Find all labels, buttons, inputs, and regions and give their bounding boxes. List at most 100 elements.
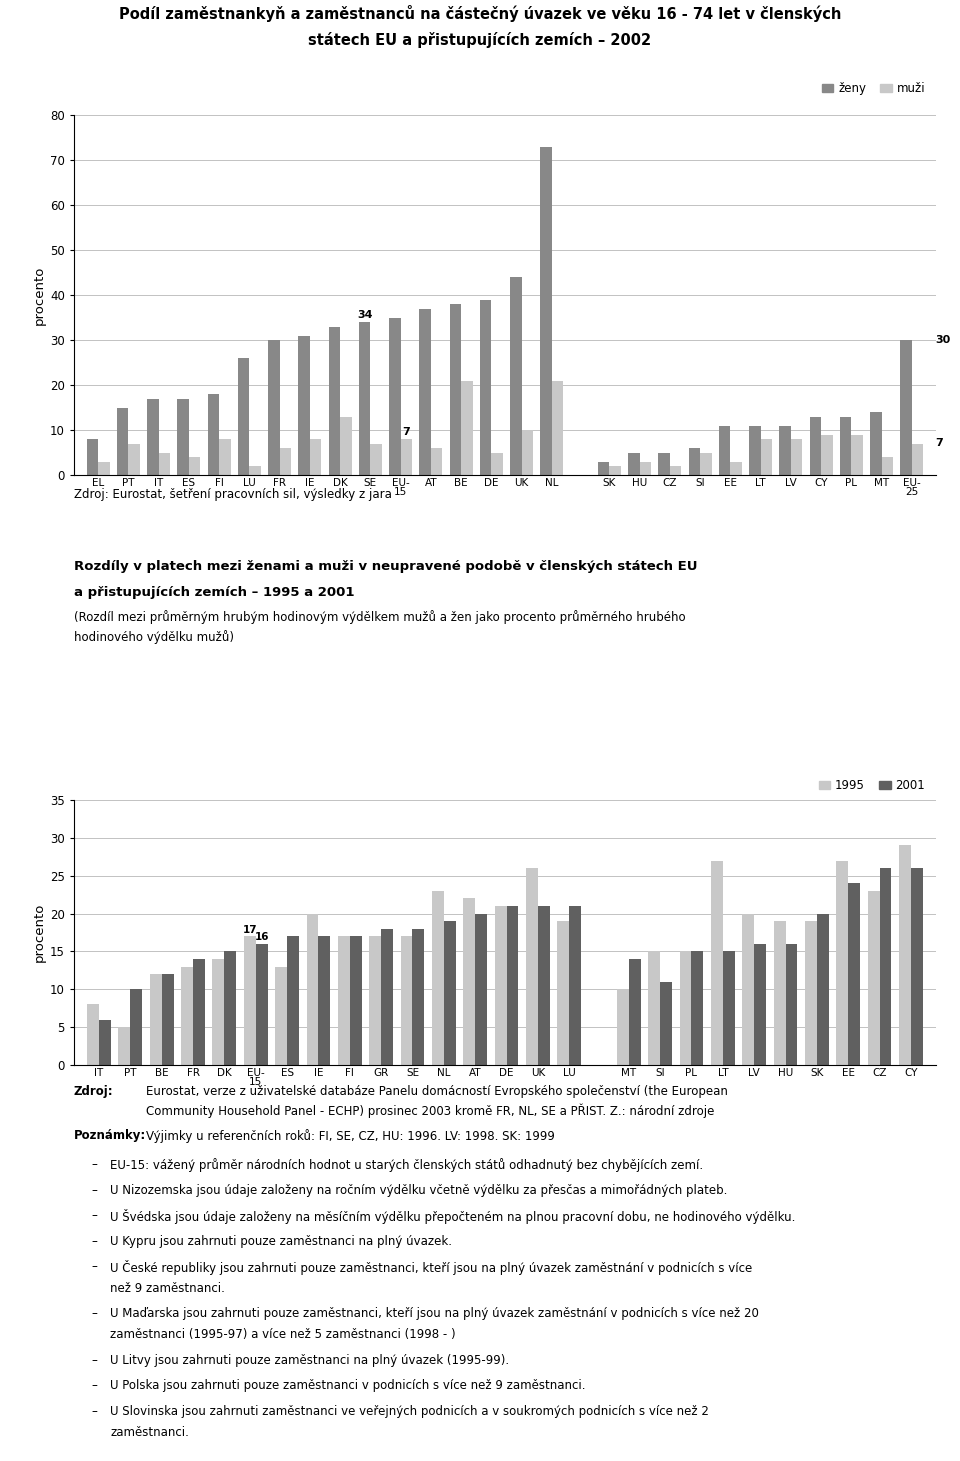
- Text: 16: 16: [254, 932, 269, 942]
- Bar: [193, 958, 204, 1065]
- Bar: [371, 444, 382, 475]
- Text: –: –: [91, 1405, 97, 1419]
- Text: Community Household Panel - ECHP) prosinec 2003 kromě FR, NL, SE a PŘIST. Z.: ná: Community Household Panel - ECHP) prosin…: [146, 1105, 714, 1119]
- Bar: [207, 394, 219, 475]
- Text: než 9 zaměstnanci.: než 9 zaměstnanci.: [110, 1281, 226, 1294]
- Bar: [328, 326, 340, 475]
- Text: –: –: [91, 1379, 97, 1392]
- Bar: [494, 906, 507, 1065]
- Bar: [117, 408, 129, 475]
- Bar: [150, 974, 161, 1065]
- Bar: [617, 989, 629, 1065]
- Bar: [836, 861, 849, 1065]
- Bar: [244, 937, 255, 1065]
- Bar: [480, 300, 492, 475]
- Bar: [558, 920, 569, 1065]
- Bar: [131, 989, 142, 1065]
- Bar: [774, 920, 785, 1065]
- Bar: [98, 462, 109, 475]
- Bar: [268, 340, 279, 475]
- Bar: [276, 967, 287, 1065]
- Bar: [719, 425, 731, 475]
- Text: U České republiky jsou zahrnuti pouze zaměstnanci, kteří jsou na plný úvazek zam: U České republiky jsou zahrnuti pouze za…: [110, 1261, 753, 1275]
- Bar: [870, 412, 881, 475]
- Bar: [161, 974, 174, 1065]
- Text: U Polska jsou zahrnuti pouze zaměstnanci v podnicích s více než 9 zaměstnanci.: U Polska jsou zahrnuti pouze zaměstnanci…: [110, 1379, 586, 1392]
- Bar: [464, 899, 475, 1065]
- Bar: [87, 1004, 99, 1065]
- Bar: [780, 425, 791, 475]
- Bar: [791, 438, 803, 475]
- Bar: [181, 967, 193, 1065]
- Text: U Švédska jsou údaje založeny na měsíčním výdělku přepočteném na plnou pracovní : U Švédska jsou údaje založeny na měsíční…: [110, 1210, 796, 1224]
- Bar: [444, 920, 456, 1065]
- Bar: [129, 444, 140, 475]
- Bar: [639, 462, 651, 475]
- Bar: [400, 438, 412, 475]
- Text: U Slovinska jsou zahrnuti zaměstnanci ve veřejných podnicích a v soukromých podn: U Slovinska jsou zahrnuti zaměstnanci ve…: [110, 1405, 709, 1419]
- Bar: [648, 951, 660, 1065]
- Bar: [881, 457, 893, 475]
- Bar: [900, 340, 912, 475]
- Bar: [306, 913, 319, 1065]
- Text: 30: 30: [936, 335, 951, 345]
- Bar: [700, 453, 711, 475]
- Bar: [492, 453, 503, 475]
- Text: zaměstnanci.: zaměstnanci.: [110, 1426, 189, 1439]
- Bar: [879, 868, 892, 1065]
- Text: 34: 34: [357, 310, 372, 320]
- Text: hodinového výdělku mužů): hodinového výdělku mužů): [74, 630, 234, 644]
- Bar: [178, 399, 189, 475]
- Text: –: –: [91, 1210, 97, 1223]
- Bar: [212, 958, 225, 1065]
- Bar: [310, 438, 322, 475]
- Bar: [731, 462, 742, 475]
- Bar: [742, 913, 755, 1065]
- Text: a přistupujících zemích – 1995 a 2001: a přistupujících zemích – 1995 a 2001: [74, 586, 354, 599]
- Bar: [319, 937, 330, 1065]
- Bar: [849, 884, 860, 1065]
- Bar: [219, 438, 230, 475]
- Text: –: –: [91, 1183, 97, 1197]
- Bar: [238, 358, 250, 475]
- Text: –: –: [91, 1235, 97, 1248]
- Legend: 1995, 2001: 1995, 2001: [814, 774, 930, 796]
- Bar: [670, 466, 682, 475]
- Bar: [760, 438, 772, 475]
- Bar: [225, 951, 236, 1065]
- Bar: [821, 434, 832, 475]
- Bar: [461, 380, 472, 475]
- Bar: [250, 466, 261, 475]
- Bar: [147, 399, 158, 475]
- Bar: [659, 453, 670, 475]
- Bar: [413, 929, 424, 1065]
- Y-axis label: procento: procento: [33, 903, 46, 963]
- Bar: [552, 380, 564, 475]
- Bar: [538, 906, 550, 1065]
- Bar: [680, 951, 691, 1065]
- Bar: [691, 951, 704, 1065]
- Bar: [381, 929, 393, 1065]
- Text: 17: 17: [243, 925, 257, 935]
- Text: Podíl zaměstnankyň a zaměstnanců na částečný úvazek ve věku 16 - 74 let v člensk: Podíl zaměstnankyň a zaměstnanců na část…: [119, 4, 841, 22]
- Bar: [449, 304, 461, 475]
- Bar: [432, 891, 444, 1065]
- Y-axis label: procento: procento: [33, 266, 46, 324]
- Text: Poznámky:: Poznámky:: [74, 1129, 146, 1143]
- Bar: [540, 146, 552, 475]
- Bar: [521, 430, 533, 475]
- Bar: [370, 937, 381, 1065]
- Bar: [755, 944, 766, 1065]
- Bar: [912, 444, 924, 475]
- Bar: [868, 891, 879, 1065]
- Bar: [598, 462, 610, 475]
- Text: Rozdíly v platech mezi ženami a muži v neupravené podobě v členských státech EU: Rozdíly v platech mezi ženami a muži v n…: [74, 560, 697, 573]
- Text: –: –: [91, 1159, 97, 1172]
- Bar: [475, 913, 487, 1065]
- Bar: [340, 416, 351, 475]
- Bar: [338, 937, 349, 1065]
- Bar: [785, 944, 798, 1065]
- Text: 7: 7: [936, 438, 944, 449]
- Bar: [299, 336, 310, 475]
- Bar: [852, 434, 863, 475]
